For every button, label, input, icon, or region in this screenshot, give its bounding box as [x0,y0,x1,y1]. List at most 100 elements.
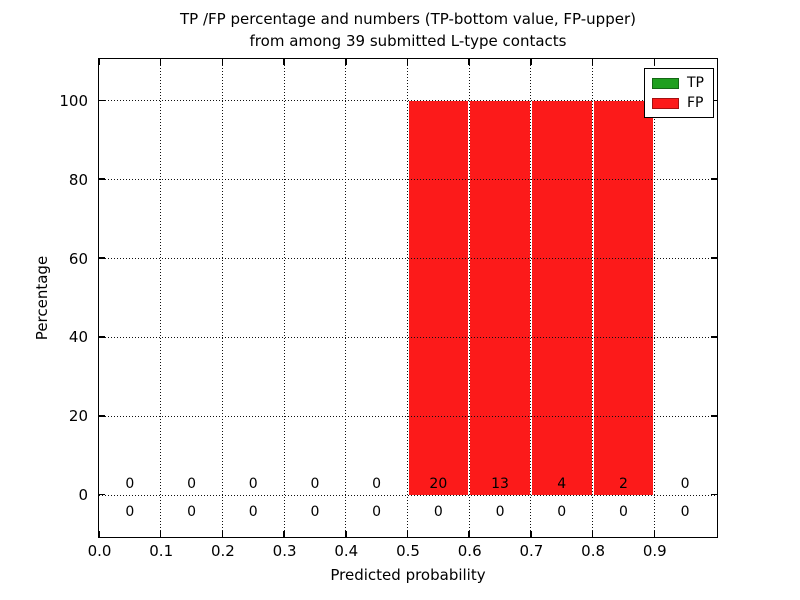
tp-count-label: 0 [125,503,135,520]
y-tick-label: 60 [68,249,88,268]
tp-count-label: 0 [433,503,443,520]
y-tick-right [711,99,717,102]
x-tick-top [406,59,409,65]
v-gridline [345,59,347,537]
h-gridline [99,415,717,417]
fp-count-label: 0 [372,475,382,492]
fp-bar [593,101,654,495]
x-tick-top [653,59,656,65]
y-tick-left [99,178,105,180]
x-tick-label: 0.6 [457,542,482,560]
h-gridline [99,179,717,181]
x-tick-label: 0.7 [519,542,544,560]
x-tick-top [283,59,285,65]
x-tick-bottom [653,531,656,537]
legend-row: TP [652,73,704,93]
x-tick-label: 0.2 [210,542,235,560]
x-tick-top [530,59,532,65]
x-tick-bottom [283,531,285,537]
x-tick-label: 0.5 [396,542,420,560]
x-tick-label: 0.0 [87,542,112,560]
v-gridline [160,59,162,537]
y-tick-label: 20 [68,407,88,426]
y-tick-label: 80 [68,170,88,189]
y-tick-left [99,336,105,338]
tp-count-label: 0 [495,503,505,520]
x-tick-top [98,59,100,65]
v-gridline [407,59,408,537]
h-gridline [99,100,717,102]
fp-count-label: 0 [680,475,690,492]
chart-title-line1: TP /FP percentage and numbers (TP-bottom… [180,10,636,28]
x-tick-label: 0.3 [272,542,297,560]
x-tick-label: 0.1 [149,542,174,560]
plot-area: 0 0 0 0 0 0 0 0 0 0 20 0 13 0 4 0 2 0 0 0 TP FP [98,58,718,538]
y-axis-label: Percentage [33,255,51,341]
tp-count-label: 0 [187,503,197,520]
y-tick-left [99,493,105,496]
x-tick-top [221,59,224,65]
v-gridline [283,59,285,537]
chart-title: TP /FP percentage and numbers (TP-bottom… [180,8,636,52]
legend-label: FP [687,95,704,111]
v-gridline [653,59,655,537]
v-gridline [468,59,470,537]
x-tick-top [159,59,162,65]
x-tick-top [591,59,594,65]
x-tick-top [468,59,470,65]
x-axis-label: Predicted probability [330,566,486,584]
y-tick-right [711,336,717,338]
x-tick-bottom [159,531,162,537]
fp-count-label: 2 [618,475,628,492]
tp-count-label: 0 [618,503,628,520]
x-tick-bottom [221,531,224,537]
fp-bar [531,101,592,495]
tp-count-label: 0 [310,503,320,520]
tp-count-label: 0 [372,503,382,520]
x-tick-label: 0.9 [642,542,667,560]
fp-count-label: 13 [491,475,509,492]
tp-count-label: 0 [557,503,567,520]
fp-count-label: 0 [187,475,197,492]
x-tick-label: 0.8 [581,542,606,560]
y-tick-left [99,257,105,259]
x-tick-bottom [98,531,100,537]
x-tick-bottom [406,531,409,537]
tp-count-label: 0 [248,503,258,520]
h-gridline [99,258,717,260]
x-tick-bottom [345,531,347,537]
fp-count-label: 0 [248,475,258,492]
h-gridline [99,494,717,496]
y-tick-left [99,99,105,102]
x-tick-bottom [591,531,594,537]
v-gridline [592,59,594,537]
h-gridline [99,336,717,338]
tp-count-label: 0 [680,503,690,520]
fp-bar [470,101,530,495]
y-tick-label: 100 [59,91,88,110]
y-tick-right [711,415,717,417]
x-tick-top [345,59,347,65]
y-tick-label: 0 [78,486,88,505]
fp-bar [408,101,469,495]
fp-count-label: 0 [310,475,320,492]
v-gridline [530,59,532,537]
x-tick-bottom [468,531,470,537]
v-gridline [221,59,223,537]
legend-swatch-fp [652,97,679,109]
legend: TP FP [644,68,714,118]
fp-count-label: 0 [125,475,135,492]
y-tick-right [711,257,717,259]
legend-row: FP [652,93,704,113]
y-tick-right [711,493,717,496]
y-tick-label: 40 [68,328,88,347]
y-tick-right [711,178,717,180]
x-tick-label: 0.4 [334,542,359,560]
fp-count-label: 20 [429,475,448,492]
fp-count-label: 4 [557,475,567,492]
chart-title-line2: from among 39 submitted L-type contacts [249,32,567,50]
legend-label: TP [687,75,704,91]
y-tick-left [99,415,105,417]
x-tick-bottom [530,531,532,537]
